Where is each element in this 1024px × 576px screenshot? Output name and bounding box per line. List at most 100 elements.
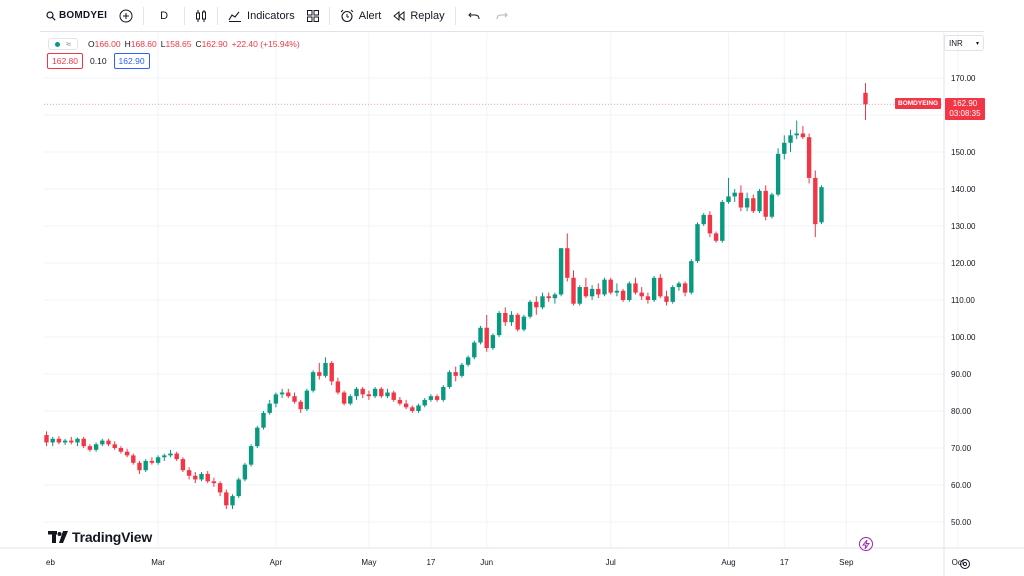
- candle: [236, 477, 241, 498]
- candle: [118, 446, 124, 454]
- candle-body: [143, 460, 148, 471]
- toolbar-divider: [217, 6, 219, 25]
- interval-button[interactable]: D: [148, 0, 180, 32]
- candle: [782, 135, 787, 160]
- candle: [50, 436, 55, 447]
- candle-body: [236, 479, 241, 497]
- close-key: C: [195, 39, 202, 49]
- symbol-search-button[interactable]: BOMDYEI: [40, 0, 113, 32]
- undo-button[interactable]: [460, 0, 488, 32]
- candle: [69, 436, 74, 445]
- candle: [143, 459, 148, 473]
- candle: [490, 333, 496, 350]
- candle: [87, 444, 93, 452]
- bar-countdown: 03:08:35: [949, 109, 981, 118]
- buy-price-box[interactable]: 162.90: [113, 53, 150, 69]
- candle: [199, 472, 204, 482]
- redo-button[interactable]: [488, 0, 516, 32]
- alert-label: Alert: [358, 9, 382, 22]
- candle-body: [391, 392, 396, 400]
- price-tick-label: 70.00: [951, 444, 972, 453]
- candle-body: [664, 296, 669, 302]
- candle: [552, 292, 558, 304]
- candle-body: [422, 399, 427, 406]
- candle: [614, 283, 620, 297]
- candle: [304, 388, 310, 411]
- candle: [391, 390, 396, 402]
- flash-icon[interactable]: [859, 537, 873, 551]
- candle-body: [174, 453, 179, 460]
- candle-body: [788, 135, 793, 143]
- candle-body: [168, 453, 173, 456]
- candle-body: [304, 390, 310, 410]
- compare-button[interactable]: [113, 0, 139, 32]
- sell-price-box[interactable]: 162.80: [47, 53, 83, 69]
- candle: [695, 222, 700, 263]
- candle: [335, 377, 341, 395]
- candle: [546, 292, 551, 302]
- legend-visibility-toggle[interactable]: ≈: [48, 38, 78, 50]
- candle: [701, 213, 706, 226]
- candle-body: [472, 342, 477, 358]
- candle-body: [627, 283, 632, 300]
- candle-body: [689, 261, 694, 293]
- indicators-label: Indicators: [247, 9, 295, 22]
- candle: [744, 192, 750, 212]
- candle-body: [248, 446, 254, 465]
- candle-body: [738, 192, 744, 208]
- candle-body: [602, 279, 607, 295]
- chart-type-button[interactable]: [189, 0, 213, 32]
- candle-body: [806, 137, 812, 178]
- search-icon: [46, 10, 56, 21]
- candle-body: [633, 283, 638, 293]
- candle: [788, 129, 793, 152]
- candle-body: [44, 435, 49, 443]
- replay-button[interactable]: Replay: [387, 0, 450, 32]
- ohlc-legend: ≈ O 166.00 H 168.60 L 158.65 C 162.90 +22.40…: [48, 37, 304, 51]
- candle: [472, 340, 477, 360]
- candle-body: [775, 153, 781, 195]
- candle-body: [112, 444, 117, 448]
- candle: [583, 277, 589, 299]
- candle: [863, 83, 868, 120]
- candle-body: [186, 470, 192, 476]
- candle-body: [751, 198, 756, 212]
- time-tick-label: Apr: [270, 558, 283, 567]
- candle-body: [118, 448, 124, 452]
- candle-body: [713, 233, 719, 241]
- candle: [323, 357, 328, 378]
- candle: [713, 231, 719, 243]
- candle-body: [335, 381, 341, 393]
- candle: [137, 460, 142, 474]
- candle: [496, 311, 502, 337]
- wave-icon: ≈: [66, 39, 71, 49]
- candle: [459, 362, 465, 378]
- alert-button[interactable]: Alert: [334, 0, 388, 32]
- candle-body: [366, 394, 372, 397]
- candle-body: [782, 142, 787, 154]
- candle: [651, 275, 657, 302]
- time-tick-label: Oct: [952, 558, 965, 567]
- layouts-button[interactable]: [301, 0, 325, 32]
- candle-body: [379, 388, 384, 397]
- gear-icon[interactable]: [959, 557, 971, 569]
- candle-body: [682, 283, 688, 293]
- candle: [279, 388, 285, 399]
- candle: [664, 290, 669, 306]
- candle: [676, 281, 682, 291]
- candle: [162, 453, 167, 461]
- tradingview-logo[interactable]: TradingView: [48, 529, 152, 545]
- time-tick-label: 17: [780, 558, 789, 567]
- candle-body: [211, 481, 217, 484]
- candle-body: [441, 386, 446, 400]
- candle-body: [69, 440, 74, 443]
- candle-body: [515, 314, 520, 330]
- currency-select[interactable]: INR ▾: [944, 35, 984, 51]
- indicators-button[interactable]: Indicators: [222, 0, 301, 32]
- undo-icon: [467, 12, 480, 19]
- time-tick-label: Jun: [480, 558, 493, 567]
- candle: [775, 148, 781, 197]
- candle: [230, 494, 235, 510]
- candle-body: [732, 192, 737, 197]
